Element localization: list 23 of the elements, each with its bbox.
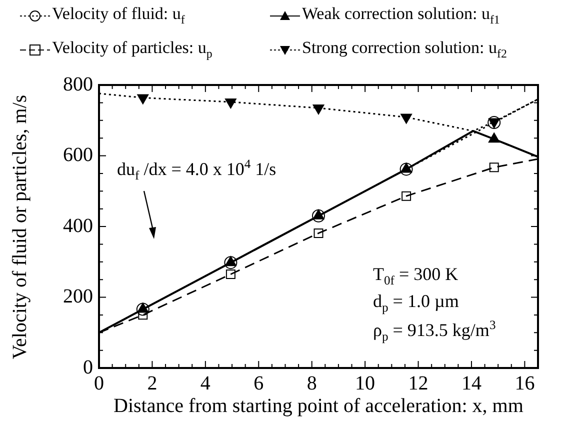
x-tick-label: 12 — [408, 372, 428, 394]
legend-label: Velocity of fluid: u$_{f}$ — [52, 4, 185, 28]
x-tick-label: 8 — [306, 372, 317, 394]
x-tick-label: 16 — [514, 372, 535, 394]
legend-label: Velocity of particles: u$_{p}$ — [52, 38, 212, 62]
legend-label: Weak correction solution: u$_{f1}$ — [302, 4, 500, 28]
y-tick-label: 400 — [63, 214, 93, 237]
legend-label: Strong correction solution: u$_{f2}$ — [302, 38, 507, 62]
annotation: T$_{0f}$ = 300 K — [373, 264, 458, 288]
annotation: d$_{p}$ = 1.0 µm — [373, 291, 459, 315]
y-tick-label: 0 — [83, 356, 93, 378]
x-tick-label: 14 — [461, 372, 482, 394]
x-axis-title: Distance from starting point of acceleration: x, mm — [114, 395, 524, 417]
annotation: du$_{f}$ /dx = 4.0 x 10$^{4}$ 1/s — [117, 157, 276, 183]
x-tick-label: 2 — [147, 372, 158, 394]
x-tick-label: 6 — [254, 372, 264, 394]
y-axis-title: Velocity of fluid or particles, m/s — [9, 94, 32, 359]
y-tick-label: 600 — [63, 144, 93, 166]
annotation: ρ$_{p}$ = 913.5 kg/m$^{3}$ — [373, 318, 496, 344]
y-tick-label: 200 — [63, 286, 93, 308]
y-tick-label: 800 — [63, 73, 93, 96]
x-tick-label: 4 — [200, 372, 210, 394]
x-tick-label: 10 — [355, 372, 376, 394]
